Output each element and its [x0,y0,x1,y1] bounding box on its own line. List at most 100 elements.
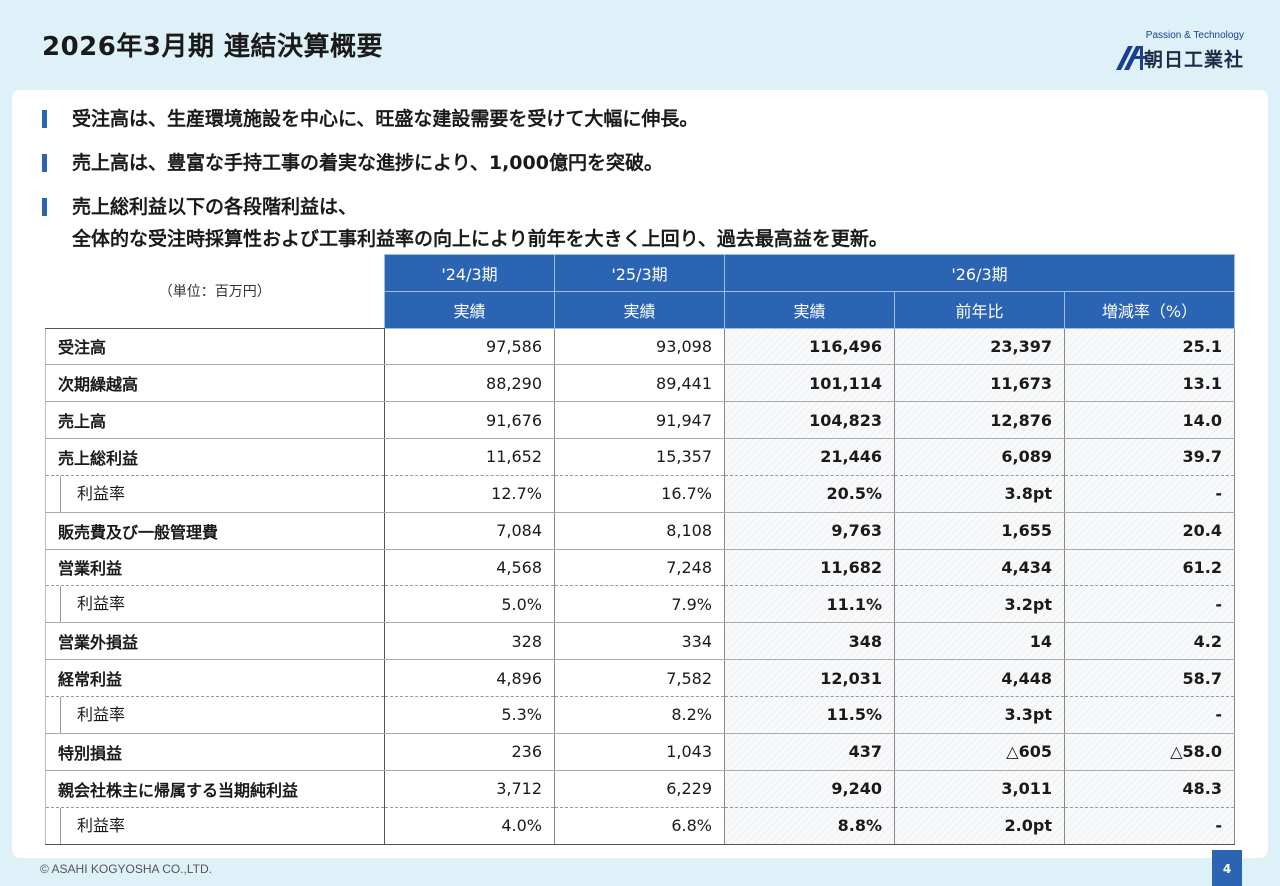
cell-v24: 11,652 [384,438,555,476]
bullet-text: 売上総利益以下の各段階利益は、 [72,196,358,218]
row-sublabel: 利益率 [45,585,385,624]
cell-rate: - [1064,807,1235,845]
cell-v25: 89,441 [554,364,725,403]
cell-rate: 14.0 [1064,401,1235,439]
row-label: 受注高 [45,328,385,366]
cell-v25: 93,098 [554,328,725,366]
cell-rate: 25.1 [1064,328,1235,366]
period-header-2025: '25/3期 [554,254,725,292]
bullet-text-continued: 全体的な受注時採算性および工事利益率の向上により前年を大きく上回り、過去最高益を… [72,228,888,250]
cell-rate: 13.1 [1064,364,1235,403]
row-label: 経常利益 [45,659,385,697]
cell-v26: 12,031 [724,659,895,697]
table-row: 経常利益 4,896 7,582 12,031 4,448 58.7 [45,659,1235,697]
row-sublabel-text: 利益率 [60,696,125,733]
period-header-2026: '26/3期 [724,254,1235,292]
subheader-change-rate: 増減率（%） [1064,290,1235,329]
cell-v26: 21,446 [724,438,895,476]
table-row: 利益率 12.7% 16.7% 20.5% 3.8pt - [45,475,1235,513]
table-row: 営業利益 4,568 7,248 11,682 4,434 61.2 [45,549,1235,587]
subheader-actual-2025: 実績 [554,290,725,329]
cell-v24: 236 [384,733,555,771]
cell-rate: 39.7 [1064,438,1235,476]
bullet-text: 受注高は、生産環境施設を中心に、旺盛な建設需要を受けて大幅に伸長。 [72,108,699,130]
cell-v26: 11,682 [724,549,895,587]
bullet-marker [42,198,47,216]
cell-v24: 91,676 [384,401,555,439]
cell-v26: 9,240 [724,770,895,808]
cell-v24: 97,586 [384,328,555,366]
cell-v24: 88,290 [384,364,555,403]
row-label: 特別損益 [45,733,385,771]
table-row: 次期繰越高 88,290 89,441 101,114 11,673 13.1 [45,364,1235,403]
subheader-actual-2024: 実績 [384,290,555,329]
logo-name: 朝日工業社 [1143,49,1244,71]
row-label: 営業利益 [45,549,385,587]
row-sublabel-text: 利益率 [60,475,125,512]
cell-yoy: 3,011 [894,770,1065,808]
cell-v26: 11.5% [724,696,895,734]
row-label: 売上高 [45,401,385,439]
cell-yoy: 14 [894,622,1065,661]
cell-rate: △58.0 [1064,733,1235,771]
cell-v26: 101,114 [724,364,895,403]
cell-yoy: 4,448 [894,659,1065,697]
slide-header: 2026年3月期 連結決算概要 Passion & Technology 朝日工… [0,0,1280,88]
content-panel: 受注高は、生産環境施設を中心に、旺盛な建設需要を受けて大幅に伸長。 売上高は、豊… [12,90,1268,858]
company-logo: Passion & Technology 朝日工業社 [1114,30,1244,72]
row-label: 売上総利益 [45,438,385,476]
cell-rate: - [1064,475,1235,513]
table-row: 親会社株主に帰属する当期純利益 3,712 6,229 9,240 3,011 48.3 [45,770,1235,808]
cell-yoy: 3.3pt [894,696,1065,734]
table-row: 売上総利益 11,652 15,357 21,446 6,089 39.7 [45,438,1235,476]
cell-yoy: 3.8pt [894,475,1065,513]
cell-v25: 334 [554,622,725,661]
cell-rate: 20.4 [1064,512,1235,550]
cell-v26: 9,763 [724,512,895,550]
cell-v26: 348 [724,622,895,661]
subheader-yoy: 前年比 [894,290,1065,329]
unit-label: （単位：百万円） [45,254,385,329]
cell-v26: 104,823 [724,401,895,439]
table-row: 利益率 4.0% 6.8% 8.8% 2.0pt - [45,807,1235,845]
cell-v25: 7,582 [554,659,725,697]
cell-v24: 12.7% [384,475,555,513]
bullet-text: 売上高は、豊富な手持工事の着実な進捗により、1,000億円を突破。 [72,152,663,174]
cell-yoy: 1,655 [894,512,1065,550]
cell-v24: 7,084 [384,512,555,550]
logo-tagline: Passion & Technology [1145,30,1244,41]
subheader-actual-2026: 実績 [724,290,895,329]
table-row: 営業外損益 328 334 348 14 4.2 [45,622,1235,661]
cell-yoy: 11,673 [894,364,1065,403]
page-title: 2026年3月期 連結決算概要 [42,32,384,62]
cell-v26: 8.8% [724,807,895,845]
cell-v25: 15,357 [554,438,725,476]
cell-rate: 48.3 [1064,770,1235,808]
cell-v24: 4,896 [384,659,555,697]
table-row: 販売費及び一般管理費 7,084 8,108 9,763 1,655 20.4 [45,512,1235,550]
table-row: 受注高 97,586 93,098 116,496 23,397 25.1 [45,328,1235,366]
cell-v25: 8.2% [554,696,725,734]
cell-v25: 16.7% [554,475,725,513]
cell-rate: 61.2 [1064,549,1235,587]
row-label: 次期繰越高 [45,364,385,403]
row-sublabel-text: 利益率 [60,807,125,844]
row-label: 親会社株主に帰属する当期純利益 [45,770,385,808]
bullet-marker [42,110,47,128]
row-label: 販売費及び一般管理費 [45,512,385,550]
table-row: 利益率 5.0% 7.9% 11.1% 3.2pt - [45,585,1235,624]
cell-v26: 20.5% [724,475,895,513]
cell-rate: - [1064,585,1235,624]
cell-yoy: 3.2pt [894,585,1065,624]
cell-rate: 58.7 [1064,659,1235,697]
logo-mark-icon [1116,46,1146,70]
row-sublabel: 利益率 [45,696,385,734]
cell-yoy: 23,397 [894,328,1065,366]
cell-v24: 5.0% [384,585,555,624]
cell-rate: - [1064,696,1235,734]
cell-yoy: △605 [894,733,1065,771]
cell-v26: 11.1% [724,585,895,624]
cell-yoy: 4,434 [894,549,1065,587]
row-label: 営業外損益 [45,622,385,661]
cell-v25: 8,108 [554,512,725,550]
